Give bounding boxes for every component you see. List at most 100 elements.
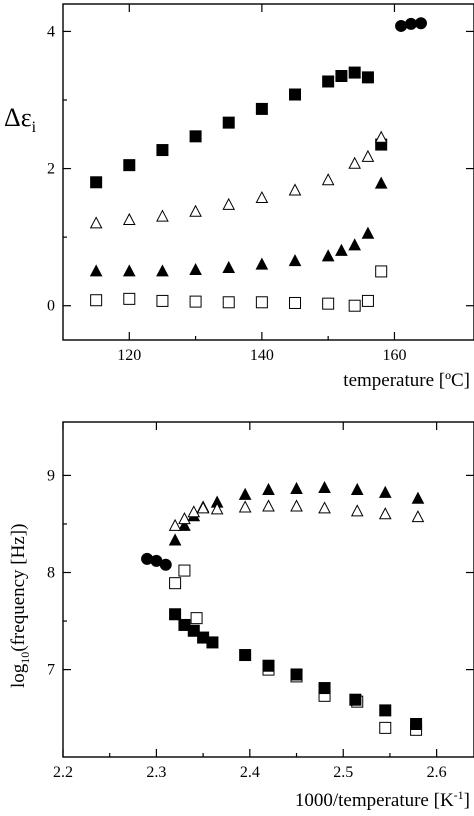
point-open-triangle <box>156 209 169 222</box>
point-filled-circle <box>395 19 408 32</box>
point-filled-square <box>379 704 392 717</box>
point-filled-circle <box>405 17 418 30</box>
plot-frame <box>62 3 474 341</box>
x-axis-title: 1000/temperature [K-1] <box>295 788 470 811</box>
point-open-square <box>189 295 202 308</box>
point-filled-square <box>222 116 235 129</box>
point-filled-triangle <box>288 254 302 267</box>
point-filled-triangle <box>374 176 388 189</box>
point-open-triangle <box>189 204 202 217</box>
point-open-triangle <box>210 502 224 515</box>
point-filled-triangle <box>89 264 103 277</box>
point-filled-triangle <box>318 480 331 494</box>
point-filled-square <box>239 649 252 662</box>
point-open-triangle <box>122 212 136 225</box>
point-open-triangle <box>411 510 425 523</box>
y-tick-label: 0 <box>47 298 55 315</box>
point-filled-triangle <box>122 264 136 277</box>
point-filled-triangle <box>189 262 202 276</box>
point-filled-circle <box>414 17 427 30</box>
point-open-square <box>169 577 182 590</box>
point-open-square <box>348 299 361 312</box>
point-open-square <box>222 296 235 309</box>
point-open-triangle <box>178 512 191 525</box>
point-filled-square <box>255 102 268 115</box>
data-points <box>89 17 427 312</box>
point-open-triangle <box>374 130 388 143</box>
point-open-triangle <box>238 500 252 513</box>
point-open-triangle <box>318 501 331 514</box>
y-tick-label: 8 <box>47 565 55 582</box>
point-open-square <box>156 294 169 307</box>
chart-bottom-relaxation-frequency: 2.2 2.3 2.4 2.5 2.6 7 8 9 log10(frequency [Hz])… <box>8 421 474 811</box>
point-filled-triangle <box>290 481 303 494</box>
chart-top-dielectric-strength: 120 140 160 0 2 4 Δεi temperature [ºC] <box>4 3 474 391</box>
point-filled-square <box>361 71 374 84</box>
x-tick-label: 2.3 <box>146 764 166 781</box>
point-open-square <box>190 612 203 625</box>
point-filled-square <box>348 66 361 79</box>
point-filled-triangle <box>168 533 182 546</box>
y-tick-label: 4 <box>47 23 55 40</box>
point-filled-square <box>322 75 335 88</box>
y-tick-label: 2 <box>47 161 55 178</box>
y-tick-label: 9 <box>47 467 55 484</box>
point-open-triangle <box>361 149 375 162</box>
y-tick-label: 7 <box>47 662 55 679</box>
point-open-square <box>322 297 335 310</box>
point-open-triangle <box>89 216 103 229</box>
point-filled-square <box>156 144 169 157</box>
point-open-triangle <box>196 501 210 514</box>
point-filled-square <box>289 88 302 101</box>
point-open-triangle <box>168 518 182 531</box>
point-open-triangle <box>187 505 201 518</box>
point-open-triangle <box>350 504 364 517</box>
point-open-square <box>178 564 191 577</box>
point-filled-triangle <box>262 482 275 495</box>
point-open-triangle <box>288 183 302 196</box>
point-open-triangle <box>222 197 236 210</box>
point-filled-triangle <box>156 264 169 277</box>
point-open-triangle <box>255 190 269 204</box>
x-tick-label: 160 <box>382 347 406 364</box>
point-open-triangle <box>321 173 335 186</box>
y-axis-title: log10(frequency [Hz]) <box>8 524 32 688</box>
point-filled-triangle <box>178 518 191 531</box>
point-filled-square <box>123 159 136 172</box>
x-tick-label: 120 <box>117 347 141 364</box>
point-filled-square <box>206 636 219 649</box>
point-filled-triangle <box>350 482 364 495</box>
point-open-square <box>289 296 302 309</box>
y-axis-title: Δεi <box>4 103 37 136</box>
point-filled-square <box>90 176 103 189</box>
point-filled-square <box>335 70 348 82</box>
point-filled-triangle <box>255 257 269 270</box>
point-open-triangle <box>290 499 303 512</box>
point-filled-triangle <box>335 243 348 256</box>
point-open-square <box>90 294 103 307</box>
point-filled-triangle <box>321 249 335 262</box>
point-open-triangle <box>348 156 362 169</box>
point-filled-triangle <box>378 485 392 498</box>
x-tick-label: 140 <box>250 347 274 364</box>
point-filled-square <box>318 682 331 695</box>
point-open-square <box>361 294 374 307</box>
point-filled-triangle <box>238 487 252 500</box>
point-filled-triangle <box>361 226 375 239</box>
x-tick-label: 2.6 <box>427 764 447 781</box>
point-open-triangle <box>262 499 275 512</box>
point-filled-square <box>187 624 200 637</box>
axis-ticks: 120 140 160 0 2 4 <box>47 4 474 364</box>
x-tick-label: 2.4 <box>240 764 260 781</box>
x-tick-label: 2.5 <box>333 764 353 781</box>
plot-frame <box>62 421 474 758</box>
axis-ticks: 2.2 2.3 2.4 2.5 2.6 7 8 9 <box>47 422 474 781</box>
point-filled-triangle <box>411 491 425 504</box>
point-filled-square <box>262 659 275 672</box>
point-open-square <box>123 292 136 305</box>
x-tick-label: 2.2 <box>53 764 73 781</box>
point-open-square <box>255 296 268 309</box>
point-filled-square <box>169 608 182 621</box>
point-open-triangle <box>378 507 392 520</box>
